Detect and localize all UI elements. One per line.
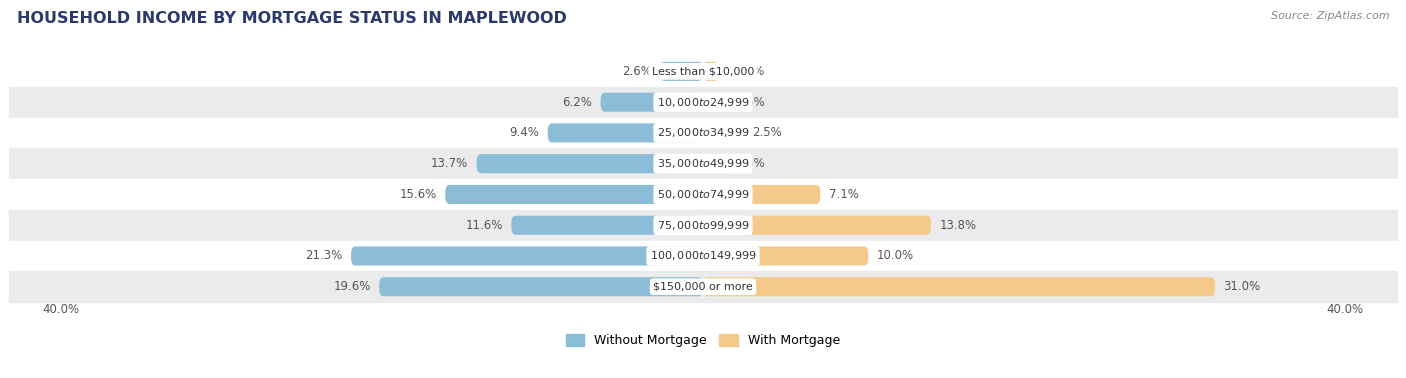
Text: 1.5%: 1.5% [737,157,766,170]
Text: 40.0%: 40.0% [42,303,79,316]
Text: 2.6%: 2.6% [621,65,652,78]
FancyBboxPatch shape [703,123,744,143]
Bar [10,210,1396,241]
Text: 31.0%: 31.0% [1223,280,1261,293]
Text: $35,000 to $49,999: $35,000 to $49,999 [657,157,749,170]
Bar [10,179,1396,210]
Text: 13.8%: 13.8% [939,219,976,232]
Text: $100,000 to $149,999: $100,000 to $149,999 [650,249,756,262]
Text: $75,000 to $99,999: $75,000 to $99,999 [657,219,749,232]
Text: 11.6%: 11.6% [465,219,503,232]
Text: 1.5%: 1.5% [737,96,766,108]
Text: 10.0%: 10.0% [876,249,914,262]
Text: HOUSEHOLD INCOME BY MORTGAGE STATUS IN MAPLEWOOD: HOUSEHOLD INCOME BY MORTGAGE STATUS IN M… [17,11,567,26]
FancyBboxPatch shape [703,185,820,204]
FancyBboxPatch shape [446,185,703,204]
FancyBboxPatch shape [703,62,718,81]
FancyBboxPatch shape [380,277,703,296]
Bar [10,87,1396,118]
FancyBboxPatch shape [548,123,703,143]
FancyBboxPatch shape [703,277,1215,296]
Text: $10,000 to $24,999: $10,000 to $24,999 [657,96,749,108]
FancyBboxPatch shape [600,93,703,112]
Text: 6.2%: 6.2% [562,96,592,108]
Bar [10,271,1396,302]
FancyBboxPatch shape [703,154,728,173]
Text: $25,000 to $34,999: $25,000 to $34,999 [657,126,749,139]
FancyBboxPatch shape [352,246,703,265]
Text: Less than $10,000: Less than $10,000 [652,67,754,76]
Text: 40.0%: 40.0% [1327,303,1364,316]
Text: 7.1%: 7.1% [828,188,859,201]
FancyBboxPatch shape [703,216,931,235]
Bar [10,148,1396,179]
FancyBboxPatch shape [703,93,728,112]
Text: 15.6%: 15.6% [399,188,437,201]
FancyBboxPatch shape [477,154,703,173]
Text: 0.94%: 0.94% [727,65,763,78]
Legend: Without Mortgage, With Mortgage: Without Mortgage, With Mortgage [561,329,845,352]
FancyBboxPatch shape [703,246,868,265]
Text: 21.3%: 21.3% [305,249,343,262]
Bar [10,241,1396,271]
FancyBboxPatch shape [512,216,703,235]
Bar [10,118,1396,148]
Text: 19.6%: 19.6% [333,280,371,293]
Text: 2.5%: 2.5% [752,126,782,139]
FancyBboxPatch shape [659,62,703,81]
Text: 9.4%: 9.4% [509,126,540,139]
Bar [10,56,1396,87]
Text: $50,000 to $74,999: $50,000 to $74,999 [657,188,749,201]
Text: Source: ZipAtlas.com: Source: ZipAtlas.com [1271,11,1389,21]
Text: 13.7%: 13.7% [432,157,468,170]
Text: $150,000 or more: $150,000 or more [654,282,752,292]
